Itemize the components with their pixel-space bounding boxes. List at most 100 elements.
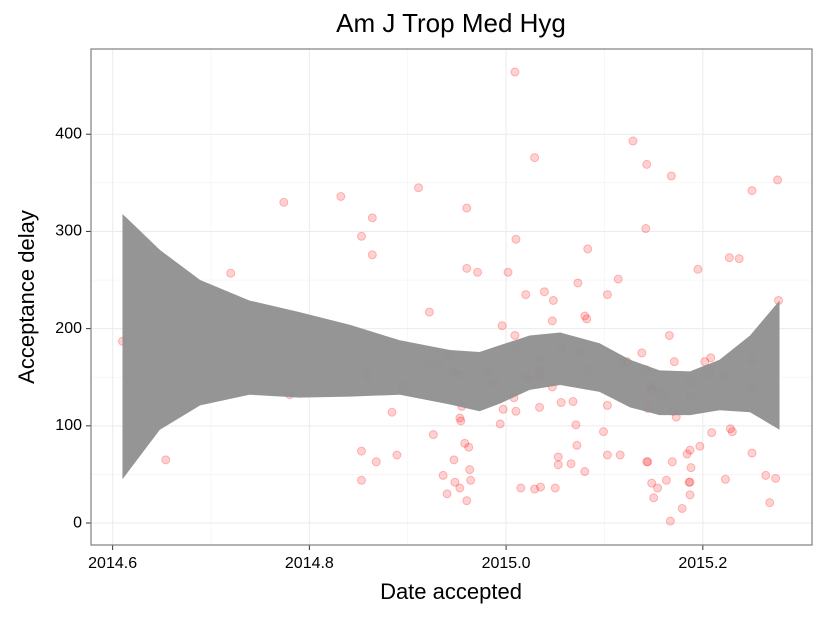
point xyxy=(449,455,459,465)
point xyxy=(706,353,716,363)
point xyxy=(582,314,592,324)
point xyxy=(367,213,377,223)
point xyxy=(511,406,521,416)
point xyxy=(462,203,472,213)
point xyxy=(428,430,438,440)
point xyxy=(677,503,687,513)
point xyxy=(498,404,508,414)
point xyxy=(583,244,593,254)
point xyxy=(707,428,717,438)
y-tick-label: 200 xyxy=(55,320,82,337)
point xyxy=(666,171,676,181)
point xyxy=(465,465,475,475)
point xyxy=(573,278,583,288)
point xyxy=(497,321,507,331)
point xyxy=(547,316,557,326)
point xyxy=(356,475,366,485)
point xyxy=(653,483,663,493)
point xyxy=(665,516,675,526)
point xyxy=(462,496,472,506)
point xyxy=(669,357,679,367)
point xyxy=(516,483,526,493)
point xyxy=(392,450,402,460)
point xyxy=(414,183,424,193)
point xyxy=(724,253,734,263)
point xyxy=(771,473,781,483)
point xyxy=(503,267,513,277)
x-tick-label: 2014.6 xyxy=(88,555,137,572)
point xyxy=(602,290,612,300)
point xyxy=(464,442,474,452)
point xyxy=(450,477,460,487)
point xyxy=(661,475,671,485)
point xyxy=(455,483,465,493)
point xyxy=(747,186,757,196)
y-tick-label: 100 xyxy=(55,417,82,434)
point xyxy=(530,153,540,163)
point xyxy=(685,490,695,500)
point xyxy=(161,455,171,465)
point xyxy=(628,136,638,146)
point xyxy=(580,467,590,477)
point xyxy=(647,478,657,488)
point xyxy=(535,402,545,412)
point xyxy=(521,290,531,300)
point xyxy=(511,234,521,244)
point xyxy=(510,67,520,77)
point xyxy=(548,295,558,305)
point xyxy=(356,446,366,456)
point xyxy=(598,427,608,437)
point xyxy=(664,330,674,340)
point xyxy=(438,470,448,480)
point xyxy=(725,424,735,434)
x-axis-label: Date accepted xyxy=(380,579,522,604)
point xyxy=(747,448,757,458)
point xyxy=(682,449,692,459)
point xyxy=(637,348,647,358)
y-tick-label: 400 xyxy=(55,125,82,142)
point xyxy=(536,482,546,492)
point xyxy=(686,463,696,473)
point xyxy=(495,419,505,429)
point xyxy=(602,400,612,410)
point xyxy=(462,263,472,273)
point xyxy=(685,477,695,487)
point xyxy=(473,267,483,277)
point xyxy=(568,397,578,407)
confidence-band xyxy=(122,213,780,480)
point xyxy=(442,489,452,499)
point xyxy=(773,175,783,185)
y-tick-label: 0 xyxy=(73,514,82,531)
point xyxy=(279,197,289,207)
x-tick-label: 2015.2 xyxy=(678,555,727,572)
point xyxy=(367,250,377,260)
point xyxy=(695,441,705,451)
point xyxy=(356,231,366,241)
point xyxy=(649,493,659,503)
point xyxy=(566,459,576,469)
point xyxy=(387,407,397,417)
point xyxy=(336,191,346,201)
point xyxy=(641,224,651,234)
point xyxy=(580,311,590,321)
point xyxy=(685,445,695,455)
point xyxy=(667,457,677,467)
y-axis-label: Acceptance delay xyxy=(14,210,39,384)
point xyxy=(550,483,560,493)
x-tick-label: 2015.0 xyxy=(482,555,531,572)
point xyxy=(424,307,434,317)
point xyxy=(466,475,476,485)
chart-title: Am J Trop Med Hyg xyxy=(336,8,566,38)
point xyxy=(510,330,520,340)
point xyxy=(553,460,563,470)
point xyxy=(602,450,612,460)
point xyxy=(684,477,694,487)
point xyxy=(727,427,737,437)
point xyxy=(761,470,771,480)
point xyxy=(765,498,775,508)
point xyxy=(539,287,549,297)
point xyxy=(642,159,652,169)
point xyxy=(642,457,652,467)
